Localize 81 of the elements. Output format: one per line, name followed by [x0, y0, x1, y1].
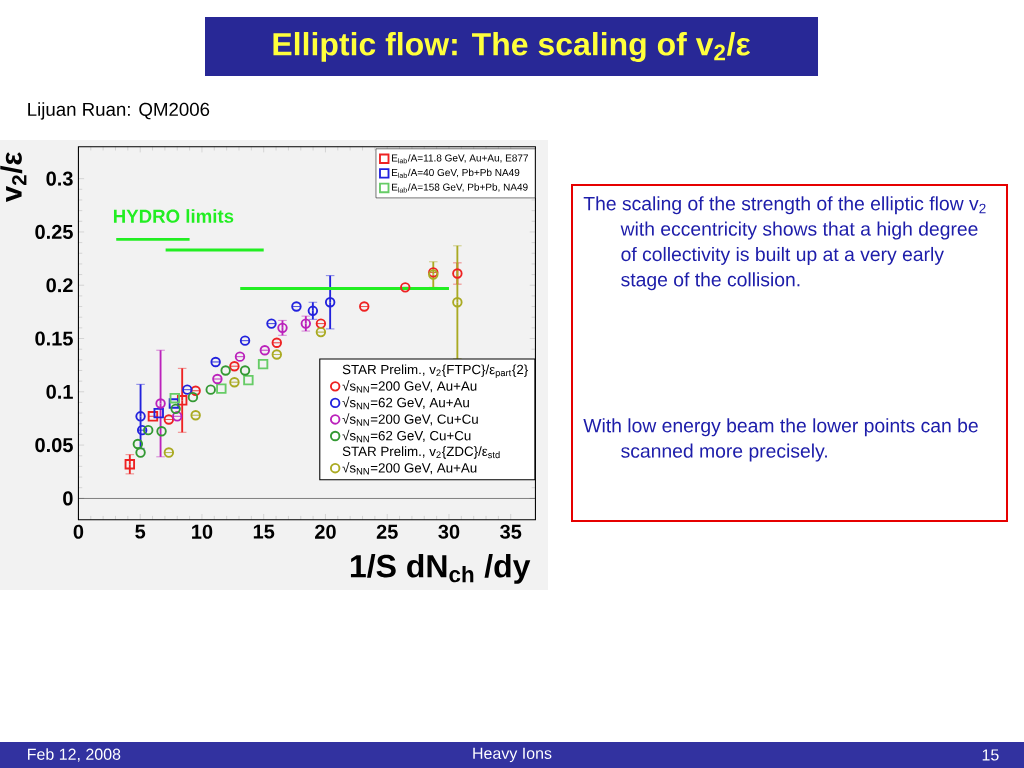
legend-label: √s$_{NN}$=62 GeV, Cu+Cu [342, 429, 471, 443]
y-tick-label: 0.1 [46, 384, 73, 399]
x-tick-label: 35 [500, 524, 522, 539]
y-tick-label: 0.25 [35, 224, 73, 240]
text: Feb 12, 2008 [28, 748, 121, 762]
text: 15 [982, 749, 999, 761]
point [169, 392, 180, 404]
x-tick-label: 25 [376, 524, 398, 539]
point [168, 398, 180, 409]
point [315, 326, 327, 338]
point [257, 358, 269, 370]
point [124, 459, 136, 470]
point [452, 297, 463, 308]
point [291, 301, 302, 312]
annotation: STAR Prelim., v$_{2}${ZDC}/ε$_{std}$ [342, 446, 500, 459]
y-tick-label: 0.3 [46, 171, 73, 186]
legend-title: STAR Prelim., v$_{2}${FTPC}/ε$_{part}${2} [342, 364, 528, 379]
legend-label: √s$_{NN}$=200 GeV, Au+Au [342, 380, 477, 393]
legend-label: E$_{lab}$/A=40 GeV, Pb+Pb NA49 [391, 168, 520, 178]
point [182, 384, 193, 395]
y-tick-label: 0 [63, 491, 73, 506]
y-tick-label: 0.05 [35, 438, 73, 453]
point [153, 407, 164, 419]
point [259, 345, 271, 356]
text: Heavy Ions [473, 747, 552, 763]
x-tick-label: 15 [253, 524, 275, 539]
point [324, 297, 336, 308]
point [229, 361, 240, 372]
point [307, 305, 319, 317]
x-axis-title: 1/S dN$_{ch}$ /dy [350, 553, 531, 584]
legend-label: √s$_{NN}$=62 GeV, Au+Au [342, 396, 469, 410]
point [243, 374, 254, 386]
x-tick-label: 10 [192, 524, 213, 539]
point [315, 318, 327, 329]
point [216, 383, 227, 394]
chart-subtitle: Lijuan Ruan: QM2006 [28, 102, 210, 120]
point [155, 398, 166, 409]
point [400, 282, 411, 293]
point [239, 335, 251, 346]
point [136, 424, 148, 436]
point [205, 384, 216, 395]
annotation: HYDRO limits [113, 209, 234, 223]
legend-label: E$_{lab}$/A=158 GeV, Pb+Pb, NA49 [391, 183, 528, 193]
point [176, 395, 188, 406]
point [220, 365, 231, 376]
x-tick-label: 0 [73, 524, 84, 539]
point [147, 411, 159, 422]
y-tick-label: 0.15 [35, 331, 73, 346]
y-tick-label: 0.2 [46, 278, 73, 293]
point [266, 318, 277, 329]
point [271, 349, 282, 360]
legend-label: E$_{lab}$/A=11.8 GeV, Au+Au, E877 [391, 154, 528, 164]
point [163, 447, 175, 458]
point [190, 410, 201, 421]
point [143, 424, 154, 436]
point [271, 337, 282, 348]
point [229, 377, 240, 388]
point [187, 391, 199, 403]
x-tick-label: 20 [315, 524, 336, 539]
point [170, 403, 181, 415]
x-tick-label: 5 [135, 524, 146, 539]
legend-label: √s$_{NN}$=200 GeV, Cu+Cu [342, 413, 478, 426]
point [135, 447, 146, 458]
y-axis-title: v$_{2}$/ε [0, 152, 27, 203]
point [212, 373, 223, 385]
text: The scaling of the strength of the elliptic flow v$_{2}$ with eccentricity shows that a high degree of collectivity is built up at a very early stage of the collision. [583, 196, 986, 291]
point [172, 411, 183, 422]
chart-title: Elliptic flow: The scaling of v$_{2}$/ε [273, 32, 751, 62]
point [239, 365, 251, 376]
point [452, 268, 463, 279]
point [359, 301, 370, 312]
point [190, 385, 201, 396]
legend-label: √s$_{NN}$=200 GeV, Au+Au [342, 461, 477, 475]
text: With low energy beam the lower points can be scanned more precisely. [583, 418, 978, 462]
point [234, 351, 246, 362]
point [135, 411, 146, 422]
point [210, 356, 221, 368]
x-tick-label: 30 [438, 524, 460, 539]
point [156, 426, 167, 437]
point [163, 414, 175, 425]
point [132, 438, 144, 450]
